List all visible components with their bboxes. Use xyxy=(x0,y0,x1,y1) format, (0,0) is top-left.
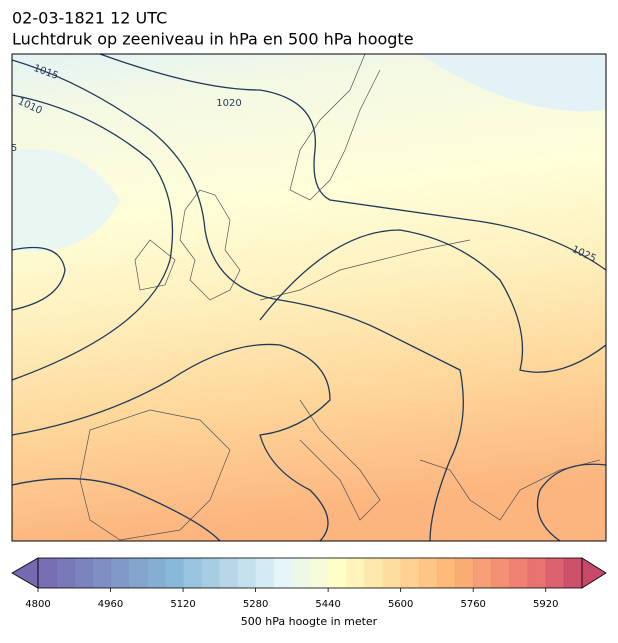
colorbar-segment xyxy=(491,558,510,588)
colorbar-segment xyxy=(400,558,420,588)
colorbar-label: 500 hPa hoogte in meter xyxy=(241,615,378,628)
colorbar-segment xyxy=(509,558,529,588)
colorbar-segment xyxy=(38,558,57,588)
colorbar-tick-label: 5440 xyxy=(315,599,340,610)
colorbar-segment xyxy=(128,558,148,588)
colorbar-segment xyxy=(328,558,347,588)
field-band xyxy=(420,54,606,112)
colorbar-segment xyxy=(545,558,565,588)
colorbar-tick-label: 5760 xyxy=(460,599,485,610)
colorbar-segment xyxy=(201,558,220,588)
colorbar-segment xyxy=(110,558,130,588)
colorbar-segment xyxy=(364,558,384,588)
colorbar-segment xyxy=(56,558,75,588)
colorbar-tick-label: 5920 xyxy=(533,599,558,610)
colorbar-segment xyxy=(164,558,184,588)
colorbar-segment xyxy=(473,558,492,588)
height-field xyxy=(12,54,606,541)
colorbar: 4800 4960 5120 5280 5440 5600 5760 5920 xyxy=(11,557,607,610)
map xyxy=(12,54,606,541)
colorbar-segment xyxy=(382,558,402,588)
colorbar-extend xyxy=(581,557,607,589)
colorbar-segment xyxy=(455,558,474,588)
colorbar-segment xyxy=(527,558,547,588)
isobar-label: 1020 xyxy=(216,98,241,109)
subtitle: Luchtdruk op zeeniveau in hPa en 500 hPa… xyxy=(12,30,414,49)
colorbar-segment xyxy=(436,558,456,588)
isobar-label: 5 xyxy=(11,143,17,154)
colorbar-segment xyxy=(346,558,365,588)
colorbar-segment xyxy=(291,558,311,588)
colorbar-frame xyxy=(37,557,583,589)
colorbar-tick-label: 4960 xyxy=(98,599,123,610)
colorbar-tick-label: 5280 xyxy=(243,599,268,610)
colorbar-segment xyxy=(255,558,275,588)
colorbar-tick-label: 5600 xyxy=(388,599,413,610)
colorbar-segment xyxy=(563,558,583,588)
colorbar-segment xyxy=(146,558,166,588)
colorbar-segment xyxy=(74,558,93,588)
colorbar-segment xyxy=(310,558,329,588)
colorbar-tick-label: 5120 xyxy=(170,599,195,610)
colorbar-tick-label: 4800 xyxy=(25,599,50,610)
title: 02-03-1821 12 UTC xyxy=(12,9,167,28)
colorbar-segment xyxy=(237,558,257,588)
colorbar-segment xyxy=(92,558,112,588)
colorbar-segment xyxy=(183,558,202,588)
colorbar-segment xyxy=(219,558,238,588)
field-band xyxy=(12,148,120,252)
isobars xyxy=(12,54,606,541)
coastlines xyxy=(79,54,601,541)
map-frame xyxy=(11,53,607,542)
colorbar-segment xyxy=(273,558,293,588)
colorbar-segment xyxy=(418,558,438,588)
colorbar-extend xyxy=(11,557,39,589)
